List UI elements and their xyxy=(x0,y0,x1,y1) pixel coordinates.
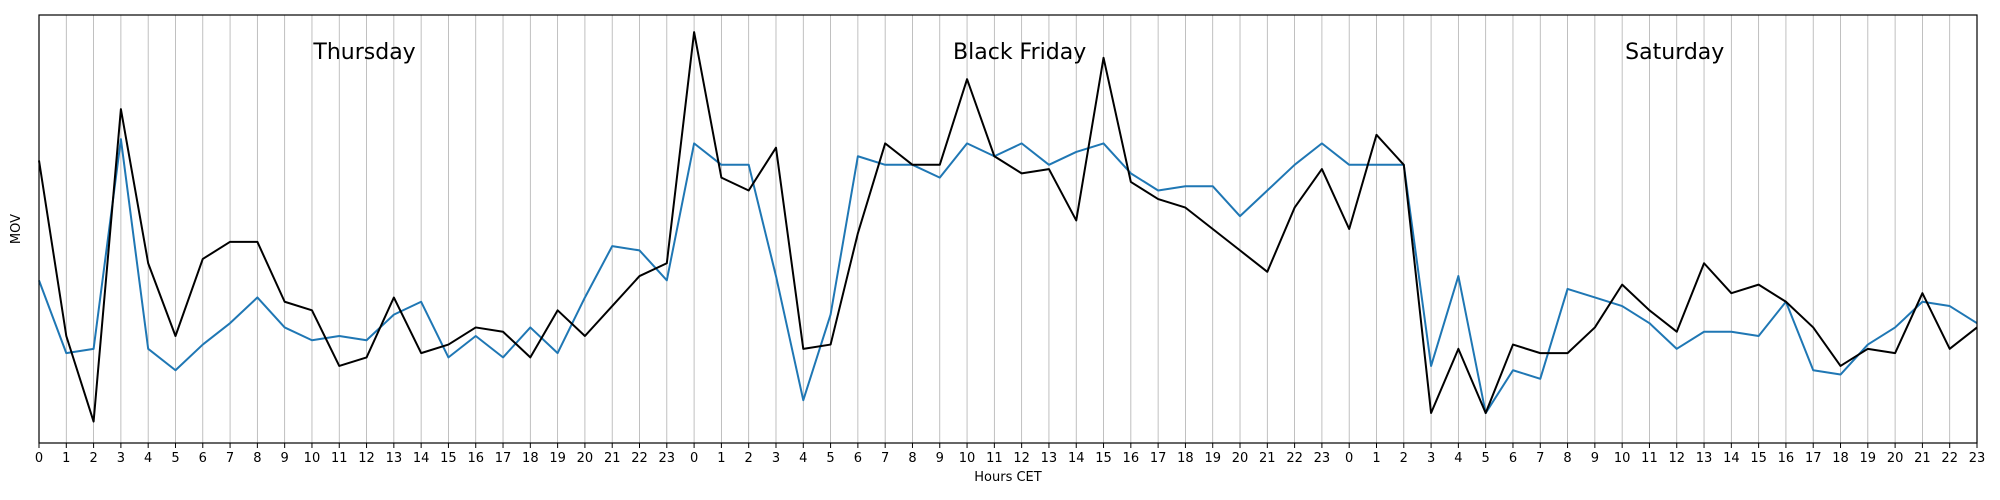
x-tick-label: 1 xyxy=(717,451,725,466)
x-tick-label: 5 xyxy=(1482,451,1490,466)
x-tick-label: 4 xyxy=(799,451,807,466)
x-axis-ticks: 0 1 2 3 4 5 6 7 8 9 10 11 12 13 14 15 16 17 18 19 20 21 22 23 0 1… xyxy=(35,443,1985,466)
x-tick-label: 13 xyxy=(1041,451,1058,466)
x-tick-label: 20 xyxy=(577,451,594,466)
x-tick-label: 19 xyxy=(549,451,566,466)
x-tick-label: 21 xyxy=(1259,451,1276,466)
x-tick-label: 15 xyxy=(1750,451,1767,466)
day-annotation: Saturday xyxy=(1625,40,1724,65)
x-tick-label: 10 xyxy=(1614,451,1631,466)
x-tick-label: 19 xyxy=(1860,451,1877,466)
x-tick-label: 10 xyxy=(959,451,976,466)
x-tick-label: 11 xyxy=(1641,451,1658,466)
x-tick-label: 11 xyxy=(986,451,1003,466)
x-tick-label: 16 xyxy=(1778,451,1795,466)
x-tick-label: 14 xyxy=(1068,451,1085,466)
x-tick-label: 1 xyxy=(62,451,70,466)
x-tick-label: 3 xyxy=(772,451,780,466)
x-tick-label: 9 xyxy=(1591,451,1599,466)
x-tick-label: 5 xyxy=(826,451,834,466)
x-tick-label: 20 xyxy=(1887,451,1904,466)
x-tick-label: 18 xyxy=(1832,451,1849,466)
x-tick-label: 13 xyxy=(1696,451,1713,466)
x-tick-label: 6 xyxy=(854,451,862,466)
x-tick-label: 2 xyxy=(89,451,97,466)
x-tick-label: 8 xyxy=(1563,451,1571,466)
x-tick-label: 22 xyxy=(1286,451,1303,466)
day-annotation: Thursday xyxy=(312,40,415,65)
x-tick-label: 21 xyxy=(604,451,621,466)
x-tick-label: 16 xyxy=(1123,451,1140,466)
x-tick-label: 8 xyxy=(908,451,916,466)
x-tick-label: 2 xyxy=(1400,451,1408,466)
day-annotation: Black Friday xyxy=(953,40,1086,65)
x-tick-label: 22 xyxy=(1941,451,1958,466)
x-tick-label: 11 xyxy=(331,451,348,466)
x-tick-label: 6 xyxy=(199,451,207,466)
plot-frame xyxy=(38,14,1978,444)
x-tick-label: 7 xyxy=(226,451,234,466)
x-tick-label: 21 xyxy=(1914,451,1931,466)
series-line xyxy=(38,31,1978,423)
x-tick-label: 20 xyxy=(1232,451,1249,466)
grid-lines xyxy=(38,15,1978,443)
x-tick-label: 12 xyxy=(1668,451,1685,466)
x-tick-label: 22 xyxy=(631,451,648,466)
x-tick-label: 12 xyxy=(358,451,375,466)
series-lines xyxy=(38,31,1978,423)
x-tick-label: 9 xyxy=(281,451,289,466)
x-tick-label: 10 xyxy=(304,451,321,466)
x-axis-label: Hours CET xyxy=(974,470,1042,485)
x-tick-label: 0 xyxy=(1345,451,1353,466)
x-tick-label: 15 xyxy=(440,451,457,466)
x-tick-label: 17 xyxy=(1805,451,1822,466)
x-tick-label: 12 xyxy=(1013,451,1030,466)
x-tick-label: 14 xyxy=(1723,451,1740,466)
x-tick-label: 23 xyxy=(1314,451,1331,466)
x-tick-label: 17 xyxy=(1150,451,1167,466)
x-tick-label: 4 xyxy=(144,451,152,466)
x-tick-label: 4 xyxy=(1454,451,1462,466)
x-tick-label: 7 xyxy=(1536,451,1544,466)
x-tick-label: 8 xyxy=(253,451,261,466)
y-axis-label: MOV xyxy=(9,214,24,244)
x-tick-label: 1 xyxy=(1372,451,1380,466)
x-tick-label: 13 xyxy=(386,451,403,466)
x-tick-label: 19 xyxy=(1204,451,1221,466)
x-tick-label: 3 xyxy=(1427,451,1435,466)
x-tick-label: 18 xyxy=(522,451,539,466)
x-tick-label: 14 xyxy=(413,451,430,466)
x-tick-label: 0 xyxy=(690,451,698,466)
x-tick-label: 6 xyxy=(1509,451,1517,466)
x-tick-label: 0 xyxy=(35,451,43,466)
day-annotations: Thursday Black Friday Saturday xyxy=(312,40,1724,65)
x-tick-label: 17 xyxy=(495,451,512,466)
x-tick-label: 9 xyxy=(936,451,944,466)
x-tick-label: 16 xyxy=(467,451,484,466)
x-tick-label: 23 xyxy=(659,451,676,466)
x-tick-label: 23 xyxy=(1969,451,1986,466)
x-tick-label: 2 xyxy=(745,451,753,466)
x-tick-label: 15 xyxy=(1095,451,1112,466)
x-tick-label: 18 xyxy=(1177,451,1194,466)
x-tick-label: 7 xyxy=(881,451,889,466)
x-tick-label: 3 xyxy=(117,451,125,466)
x-tick-label: 5 xyxy=(171,451,179,466)
series-line xyxy=(38,138,1978,415)
